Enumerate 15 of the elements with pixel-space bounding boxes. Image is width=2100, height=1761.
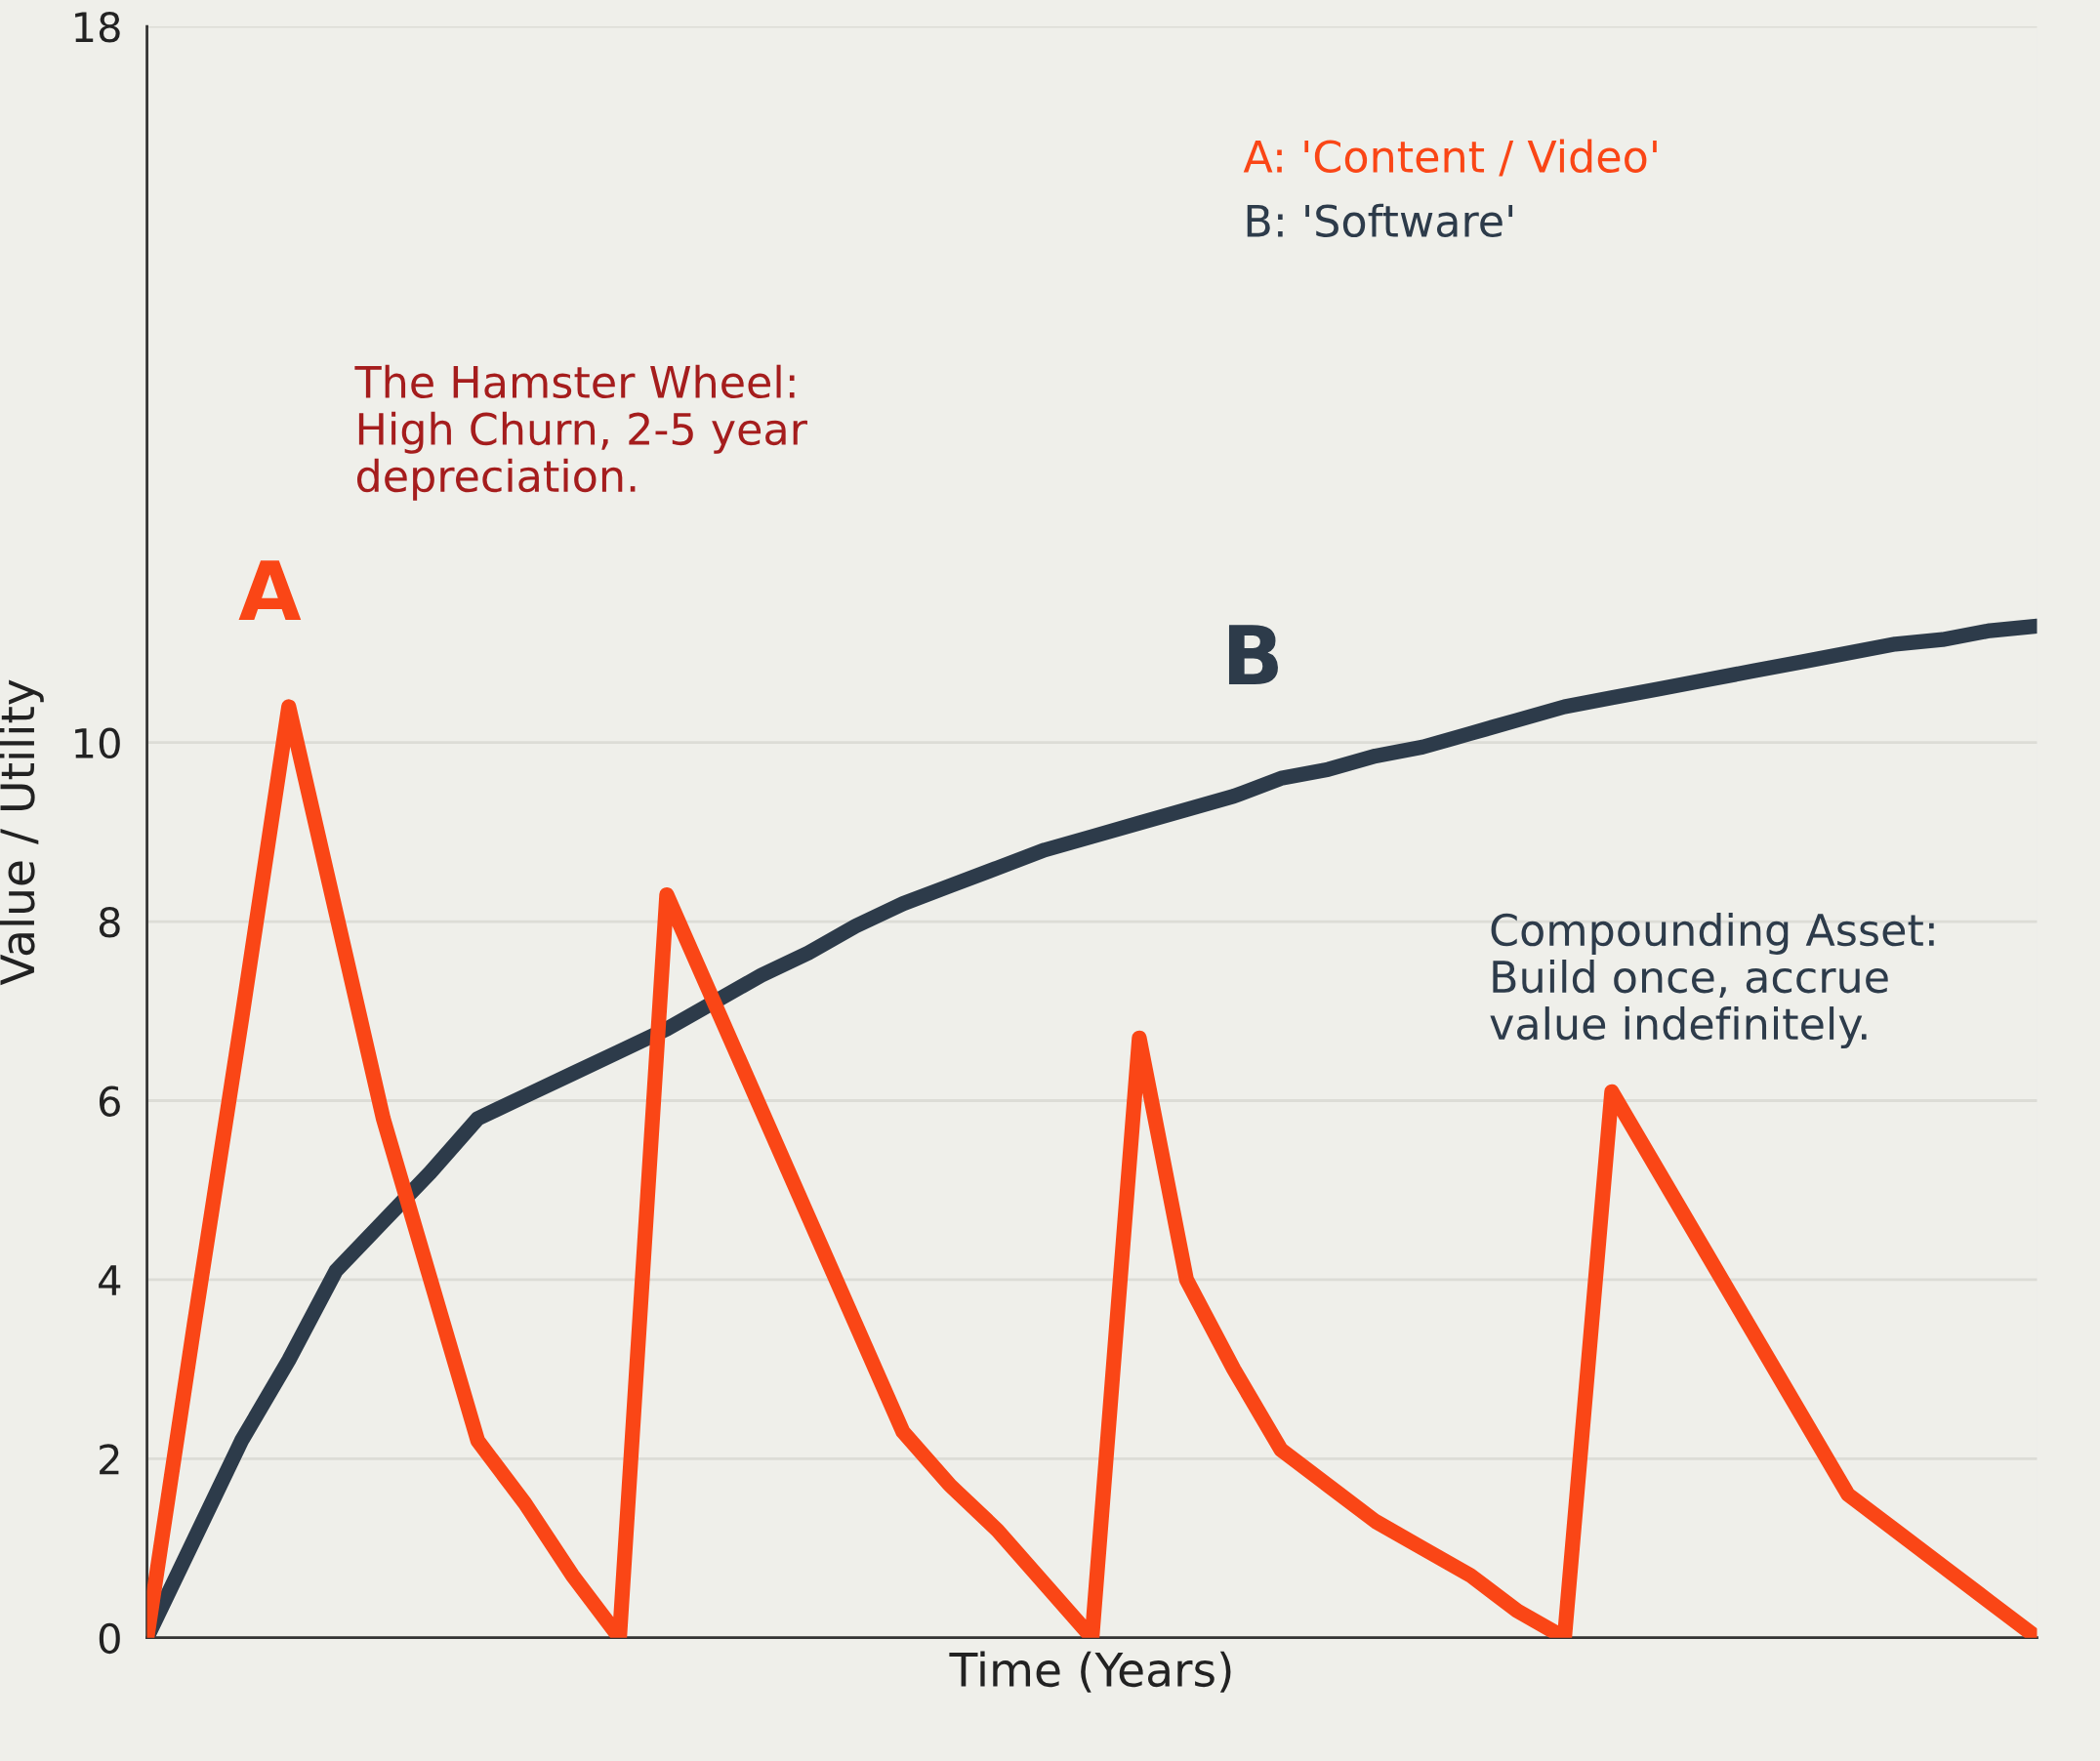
text: B: 'Software' <box>1247 203 1513 238</box>
annotation: B <box>1228 625 1278 685</box>
y-tick-label: 6 <box>99 1085 120 1117</box>
y-tick-label: 10 <box>75 727 120 759</box>
annotation: Compounding Asset: Build once, accrue value indefinitely. <box>1490 912 1934 1049</box>
annotation: The Hamster Wheel: High Churn, 2-5 year depreciation. <box>354 364 807 501</box>
y-tick-label: 0 <box>99 1622 120 1655</box>
y-tick-label: 8 <box>99 907 120 938</box>
y-axis-title: Value / Utility <box>0 679 44 986</box>
y-tick-label: 4 <box>99 1265 121 1295</box>
x-axis-title: Time (Years) <box>949 1651 1231 1693</box>
y-tick-label: 18 <box>75 11 120 43</box>
text: A: 'Content / Video' <box>1243 139 1657 177</box>
annotation: A <box>238 560 302 621</box>
y-tick-label: 2 <box>100 1444 119 1475</box>
